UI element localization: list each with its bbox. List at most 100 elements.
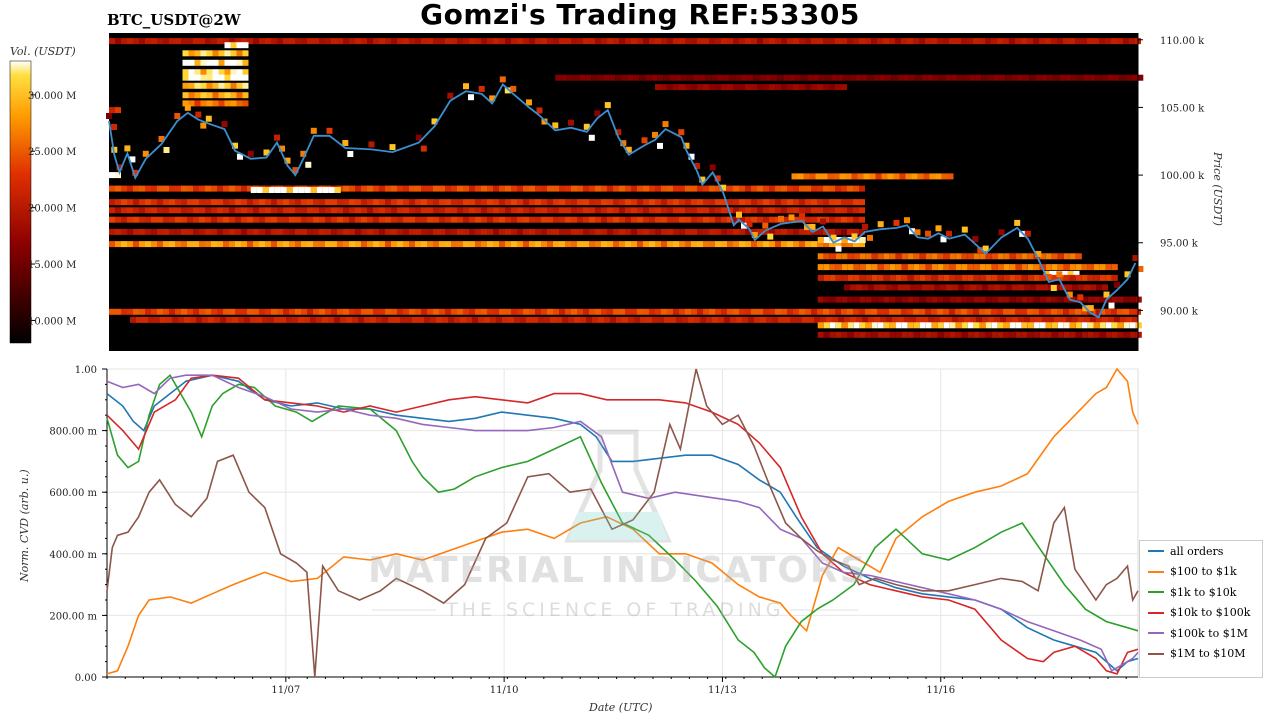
heatmap-cell	[814, 316, 820, 323]
heatmap-cell	[976, 316, 982, 323]
heatmap-cell	[757, 185, 763, 192]
heatmap-cell	[589, 199, 595, 206]
heatmap-cell	[206, 69, 213, 76]
heatmap-cell	[445, 38, 451, 45]
heatmap-cell	[313, 241, 319, 248]
heatmap-cell	[853, 241, 859, 248]
heatmap-cell	[757, 216, 763, 223]
heatmap-cell	[1105, 264, 1112, 271]
heatmap-cell	[943, 264, 950, 271]
heatmap-cell	[109, 241, 115, 248]
heatmap-cell	[715, 199, 721, 206]
heatmap-cell	[745, 185, 751, 192]
heatmap-cell	[601, 308, 607, 315]
heatmap-cell	[589, 308, 595, 315]
heatmap-cell	[427, 199, 433, 206]
heatmap-cell	[487, 308, 493, 315]
heatmap-cell	[673, 38, 679, 45]
heatmap-cell	[809, 223, 816, 230]
heatmap-cell	[1033, 331, 1040, 338]
heatmap-cell	[892, 316, 898, 323]
heatmap-cell	[277, 38, 283, 45]
heatmap-cell	[475, 308, 481, 315]
heatmap-cell	[883, 331, 890, 338]
heatmap-cell	[235, 308, 241, 315]
heatmap-cell	[999, 74, 1006, 81]
heatmap-cell	[487, 241, 493, 248]
heatmap-cell	[697, 84, 703, 91]
heatmap-cell	[373, 308, 379, 315]
heatmap-cell	[385, 199, 391, 206]
heatmap-cell	[349, 308, 355, 315]
heatmap-cell	[853, 264, 860, 271]
heatmap-cell	[649, 185, 655, 192]
heatmap-cell	[691, 228, 697, 235]
heatmap-cell	[1117, 308, 1123, 315]
heatmap-cell	[478, 316, 484, 323]
heatmap-cell	[195, 111, 202, 118]
heatmap-cell	[235, 228, 241, 235]
heatmap-cell	[745, 216, 751, 223]
heatmap-cell	[643, 241, 649, 248]
colorbar-tick-label: 20.000 M	[28, 204, 76, 215]
heatmap-cell	[823, 185, 829, 192]
heatmap-cell	[301, 308, 307, 315]
heatmap-cell	[610, 316, 616, 323]
heatmap-cell	[835, 228, 841, 235]
heatmap-cell	[769, 241, 775, 248]
heatmap-cell	[1111, 322, 1118, 329]
heatmap-cell	[133, 228, 139, 235]
heatmap-cell	[694, 316, 700, 323]
heatmap-cell	[721, 228, 727, 235]
heatmap-cell	[1048, 316, 1054, 323]
heatmap-cell	[781, 199, 787, 206]
heatmap-cell	[310, 316, 316, 323]
heatmap-cell	[517, 241, 523, 248]
heatmap-cell	[319, 207, 325, 214]
heatmap-cell	[224, 82, 231, 89]
heatmap-cell	[783, 74, 790, 81]
heatmap-cell	[883, 253, 890, 260]
heatmap-cell	[799, 241, 805, 248]
heatmap-cell	[1050, 285, 1057, 291]
heatmap-cell	[631, 216, 637, 223]
heatmap-cell	[865, 331, 872, 338]
heatmap-cell	[829, 264, 836, 271]
heatmap-cell	[1042, 284, 1048, 291]
heatmap-cell	[415, 185, 421, 192]
heatmap-cell	[766, 316, 772, 323]
heatmap-cell	[1024, 284, 1030, 291]
heatmap-cell	[121, 199, 127, 206]
heatmap-cell	[253, 228, 259, 235]
heatmap-cell	[997, 296, 1004, 303]
heatmap-cell	[823, 296, 830, 303]
heatmap-cell	[970, 284, 976, 291]
heatmap-cell	[259, 216, 265, 223]
heatmap-cell	[988, 316, 994, 323]
heatmap-cell	[389, 144, 396, 151]
heatmap-cell	[784, 316, 790, 323]
heatmap-cell	[579, 74, 586, 81]
heatmap-cell	[835, 199, 841, 206]
heatmap-cell	[205, 199, 211, 206]
heatmap-cell	[817, 296, 824, 303]
heatmap-cell	[1051, 264, 1058, 271]
heatmap-cell	[823, 84, 829, 91]
heatmap-cell	[949, 253, 956, 260]
heatmap-cell	[541, 308, 547, 315]
heatmap-cell	[175, 216, 181, 223]
heatmap-cell	[943, 308, 949, 315]
heatmap-cell	[943, 296, 950, 303]
heatmap-cell	[229, 207, 235, 214]
heatmap-cell	[205, 241, 211, 248]
heatmap-cell	[367, 207, 373, 214]
heatmap-cell	[643, 199, 649, 206]
heatmap-cell	[271, 308, 277, 315]
heatmap-cell	[499, 38, 505, 45]
heatmap-cell	[847, 296, 854, 303]
heatmap-cell	[499, 241, 505, 248]
heatmap-cell	[571, 185, 577, 192]
heatmap-cell	[655, 241, 661, 248]
heatmap-cell	[739, 84, 745, 91]
